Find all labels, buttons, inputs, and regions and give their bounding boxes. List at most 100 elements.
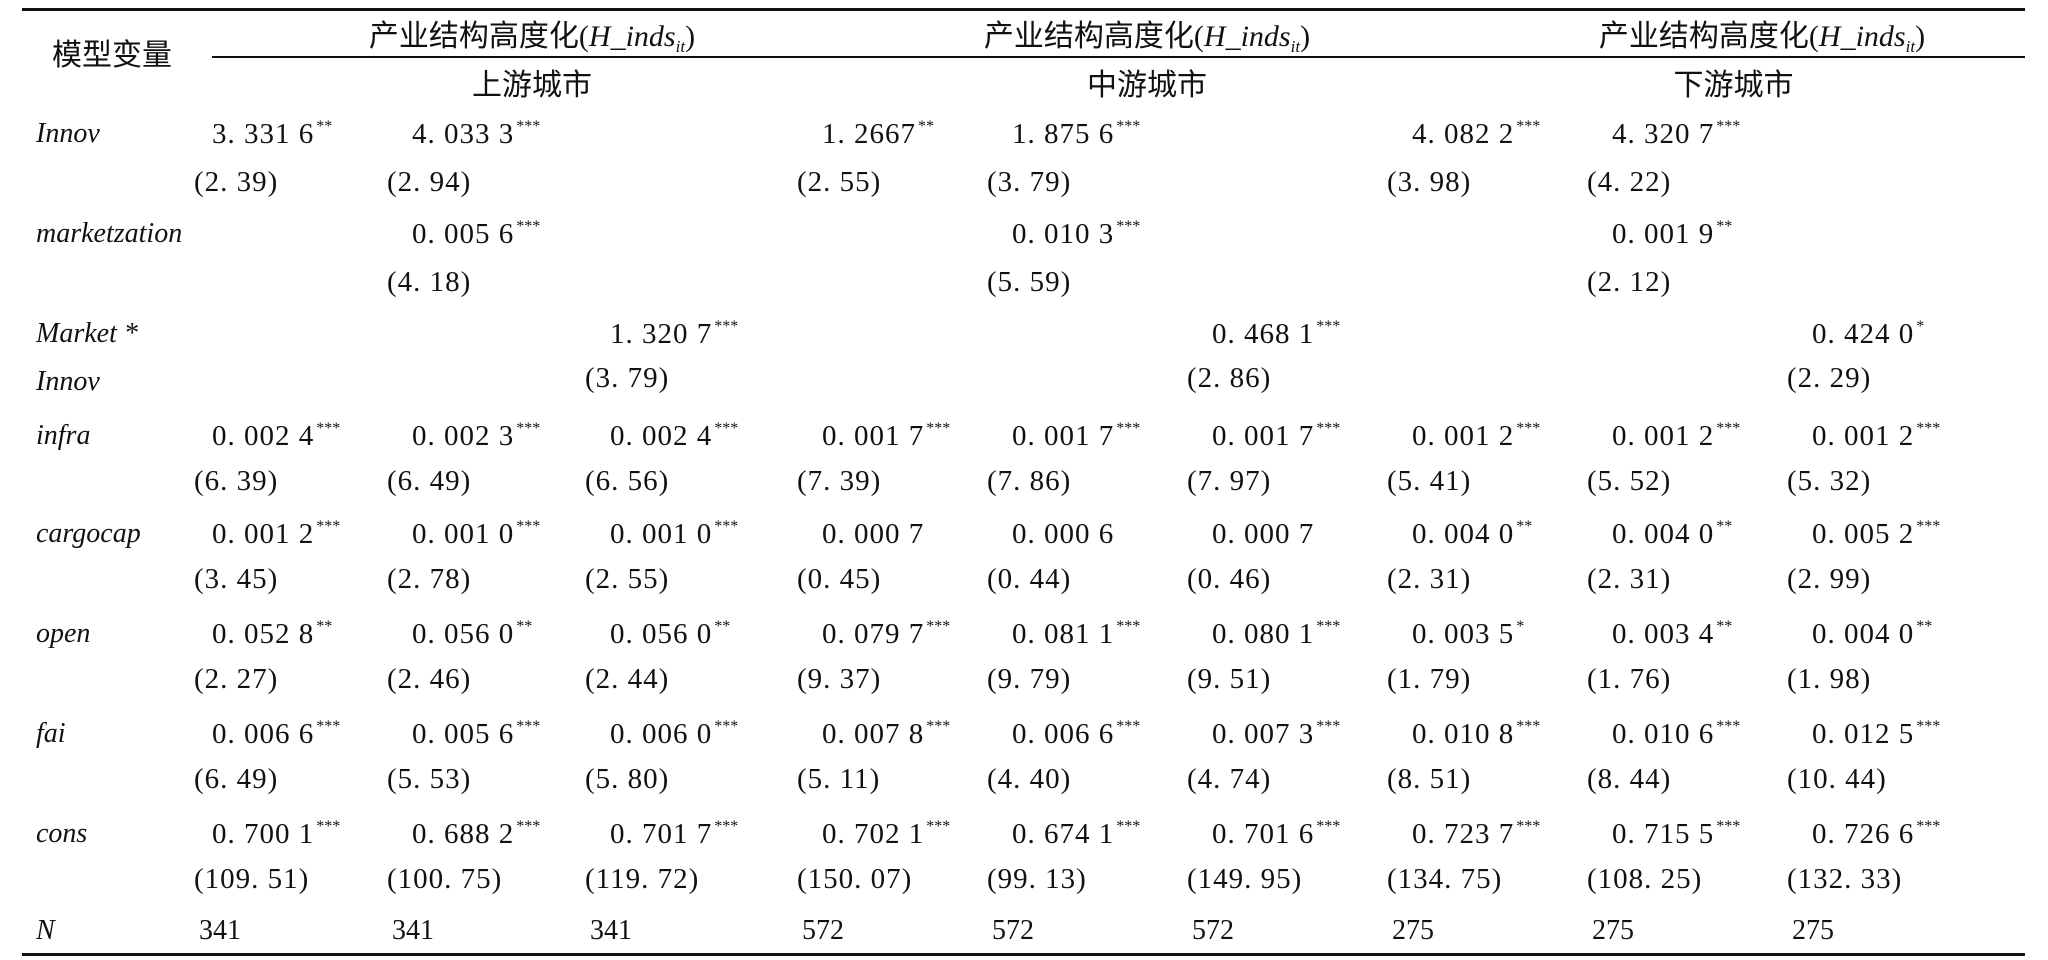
coefficient-value: 0. 002 4 — [610, 420, 713, 452]
coefficient-cell: 0. 005 6 *** — [412, 218, 540, 251]
coefficient-value: 0. 723 7 — [1412, 818, 1515, 850]
n-label: N — [36, 915, 55, 946]
coefficient-value: 0. 003 4 — [1612, 618, 1715, 650]
t-stat-cell: (7. 39) — [797, 465, 882, 497]
coefficient-value: 0. 080 1 — [1212, 618, 1315, 650]
significance-stars: *** — [1916, 718, 1941, 735]
coefficient-value: 0. 010 8 — [1412, 718, 1515, 750]
t-stat-cell: (10. 44) — [1787, 763, 1887, 795]
t-stat-cell: (9. 37) — [797, 663, 882, 695]
significance-stars: ** — [714, 618, 731, 635]
significance-stars: ** — [1716, 618, 1733, 635]
t-stat-cell: (1. 79) — [1387, 663, 1472, 695]
group-title-prefix: 产业结构高度化( — [1598, 20, 1819, 53]
coefficient-value: 0. 001 0 — [412, 518, 515, 550]
significance-stars: *** — [1316, 318, 1341, 335]
coefficient-value: 0. 007 8 — [822, 718, 925, 750]
coefficient-cell: 0. 006 6 *** — [1012, 718, 1140, 751]
t-stat-cell: (2. 94) — [387, 166, 472, 198]
significance-stars: *** — [1516, 118, 1541, 135]
group-title-prefix: 产业结构高度化( — [368, 20, 589, 53]
coefficient-cell: 0. 056 0 ** — [412, 618, 532, 651]
group-title-suffix: ) — [685, 20, 696, 53]
sample-size-cell: 572 — [992, 915, 1034, 946]
sample-size-cell: 275 — [1392, 915, 1434, 946]
coefficient-cell: 1. 320 7 *** — [610, 318, 738, 351]
group-title-1: 产业结构高度化(H_indsit) — [212, 11, 852, 57]
significance-stars: *** — [1116, 118, 1141, 135]
variable-name: fai — [36, 718, 66, 749]
group-title-var: H_inds — [1818, 20, 1906, 53]
significance-stars: *** — [1916, 420, 1941, 437]
t-stat-cell: (9. 51) — [1187, 663, 1272, 695]
coefficient-cell: 0. 468 1 *** — [1212, 318, 1340, 351]
coefficient-value: 0. 468 1 — [1212, 318, 1315, 350]
significance-stars: *** — [316, 420, 341, 437]
coefficient-value: 0. 079 7 — [822, 618, 925, 650]
coefficient-cell: 0. 004 0 ** — [1812, 618, 1932, 651]
t-stat-cell: (2. 44) — [585, 663, 670, 695]
coefficient-cell: 0. 004 0 ** — [1612, 518, 1732, 551]
t-stat-cell: (5. 59) — [987, 266, 1072, 298]
coefficient-value: 0. 005 6 — [412, 218, 515, 250]
significance-stars: * — [1516, 618, 1525, 635]
coefficient-cell: 0. 010 6 *** — [1612, 718, 1740, 751]
coefficient-cell: 0. 001 0 *** — [412, 518, 540, 551]
significance-stars: *** — [516, 420, 541, 437]
t-stat-cell: (119. 72) — [585, 863, 700, 895]
significance-stars: ** — [1716, 218, 1733, 235]
significance-stars: *** — [1316, 818, 1341, 835]
t-stat-cell: (6. 49) — [387, 465, 472, 497]
t-stat-cell: (150. 07) — [797, 863, 913, 895]
coefficient-cell: 0. 723 7 *** — [1412, 818, 1540, 851]
t-stat-cell: (2. 55) — [585, 563, 670, 595]
significance-stars: *** — [926, 718, 951, 735]
t-stat-cell: (2. 86) — [1187, 362, 1272, 394]
coefficient-cell: 1. 2667 ** — [822, 118, 934, 151]
bottom-rule — [22, 953, 2025, 956]
significance-stars: * — [1916, 318, 1925, 335]
significance-stars: *** — [1116, 618, 1141, 635]
coefficient-cell: 0. 006 0 *** — [610, 718, 738, 751]
coefficient-cell: 0. 010 3 *** — [1012, 218, 1140, 251]
significance-stars: ** — [1916, 618, 1933, 635]
t-stat-cell: (8. 51) — [1387, 763, 1472, 795]
coefficient-cell: 0. 081 1 *** — [1012, 618, 1140, 651]
significance-stars: *** — [926, 818, 951, 835]
coefficient-value: 0. 006 6 — [1012, 718, 1115, 750]
variable-name-cont: Innov — [36, 366, 100, 397]
coefficient-value: 0. 001 9 — [1612, 218, 1715, 250]
coefficient-cell: 0. 715 5 *** — [1612, 818, 1740, 851]
coefficient-cell: 0. 004 0 ** — [1412, 518, 1532, 551]
t-stat-cell: (0. 44) — [987, 563, 1072, 595]
variable-name: cargocap — [36, 518, 141, 549]
sample-size-cell: 275 — [1792, 915, 1834, 946]
coefficient-cell: 0. 700 1 *** — [212, 818, 340, 851]
coefficient-value: 0. 056 0 — [610, 618, 713, 650]
coefficient-cell: 0. 007 8 *** — [822, 718, 950, 751]
group-title-sub: it — [1290, 37, 1301, 56]
coefficient-cell: 0. 001 7 *** — [1012, 420, 1140, 453]
significance-stars: *** — [1716, 118, 1741, 135]
t-stat-cell: (3. 79) — [987, 166, 1072, 198]
coefficient-cell: 0. 007 3 *** — [1212, 718, 1340, 751]
variable-name: Innov — [36, 118, 100, 149]
coefficient-cell: 0. 002 3 *** — [412, 420, 540, 453]
regression-table: 模型变量 产业结构高度化(H_indsit) 产业结构高度化(H_indsit)… — [22, 0, 2025, 960]
t-stat-cell: (2. 27) — [194, 663, 279, 695]
coefficient-value: 4. 033 3 — [412, 118, 515, 150]
coefficient-value: 0. 702 1 — [822, 818, 925, 850]
coefficient-value: 0. 005 6 — [412, 718, 515, 750]
coefficient-value: 0. 701 7 — [610, 818, 713, 850]
top-rule — [22, 8, 2025, 11]
t-stat-cell: (2. 29) — [1787, 362, 1872, 394]
t-stat-cell: (4. 22) — [1587, 166, 1672, 198]
significance-stars: ** — [918, 118, 934, 135]
coefficient-value: 1. 2667 — [822, 118, 916, 150]
t-stat-cell: (6. 56) — [585, 465, 670, 497]
t-stat-cell: (5. 52) — [1587, 465, 1672, 497]
t-stat-cell: (6. 39) — [194, 465, 279, 497]
coefficient-cell: 4. 082 2 *** — [1412, 118, 1540, 151]
variable-name: Market * — [36, 318, 138, 349]
significance-stars: *** — [1116, 420, 1141, 437]
